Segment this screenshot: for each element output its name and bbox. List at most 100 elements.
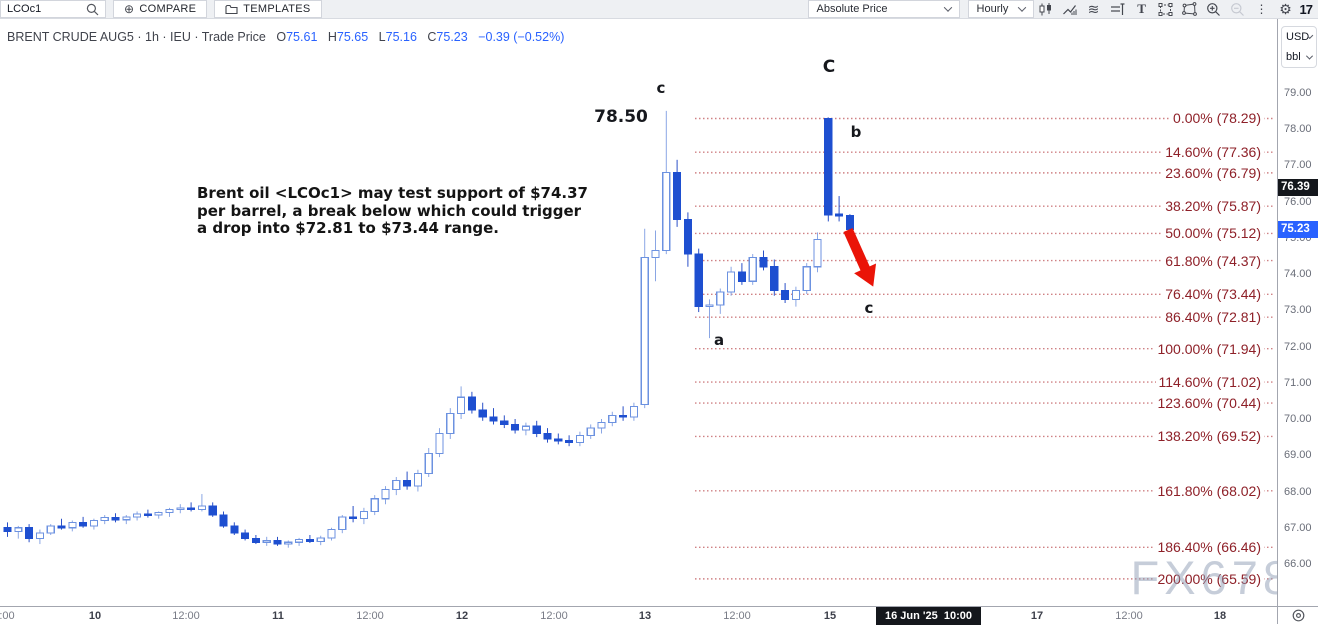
legend-open-value: 75.61 bbox=[286, 30, 318, 44]
price-tick-label: 78.00 bbox=[1284, 123, 1312, 135]
candle-body bbox=[781, 289, 790, 300]
candle-body bbox=[316, 537, 325, 543]
fib-level-label[interactable]: 186.40% (66.46) bbox=[1154, 539, 1264, 557]
fib-level-label[interactable]: 50.00% (75.12) bbox=[1162, 225, 1264, 243]
levels-tool-icon[interactable] bbox=[1106, 0, 1130, 18]
symbol-search-input[interactable] bbox=[7, 3, 77, 15]
fib-level-label[interactable]: 200.00% (65.59) bbox=[1154, 570, 1264, 588]
wave-label[interactable]: 78.50 bbox=[594, 107, 648, 127]
price-axis[interactable]: USD bbl 79.0078.0077.0076.0075.0074.0073… bbox=[1277, 19, 1318, 606]
price-tick-label: 67.00 bbox=[1284, 521, 1312, 534]
candle-body bbox=[597, 422, 606, 429]
tradingview-logo[interactable]: 17 bbox=[1299, 1, 1313, 17]
fib-level-label[interactable]: 38.20% (75.87) bbox=[1162, 198, 1264, 216]
analysis-note-text[interactable]: Brent oil <LCOc1> may test support of $7… bbox=[197, 184, 597, 238]
candle-body bbox=[683, 219, 692, 255]
more-options-icon[interactable]: ⋮ bbox=[1255, 2, 1268, 16]
fib-level-label[interactable]: 123.60% (70.44) bbox=[1154, 395, 1264, 413]
candle-body bbox=[273, 539, 282, 545]
candle-body bbox=[608, 414, 617, 424]
folder-icon bbox=[225, 4, 238, 14]
candle-body bbox=[521, 425, 530, 431]
candle-body bbox=[619, 414, 628, 418]
time-axis[interactable]: :00 10 12:00 11 12:00 12 12:00 13 12:00 15 17 12:00… bbox=[0, 606, 1277, 625]
legend-close-key: C bbox=[427, 30, 437, 44]
candle-body bbox=[759, 257, 768, 268]
session-clock-icon[interactable] bbox=[1291, 608, 1306, 623]
fib-level-label[interactable]: 100.00% (71.94) bbox=[1154, 340, 1264, 358]
fib-level-label[interactable]: 114.60% (71.02) bbox=[1155, 374, 1264, 392]
fib-level-label[interactable]: 138.20% (69.52) bbox=[1154, 428, 1264, 446]
interval-select[interactable]: Hourly bbox=[967, 0, 1034, 18]
time-tick-label: 13 bbox=[638, 610, 652, 622]
candle-body bbox=[349, 516, 358, 520]
settings-gear-icon[interactable]: ⚙ bbox=[1279, 0, 1292, 17]
unit-select[interactable]: bbl bbox=[1282, 47, 1316, 67]
axis-corner[interactable] bbox=[1277, 606, 1318, 624]
fib-level-label[interactable]: 161.80% (68.02) bbox=[1154, 482, 1264, 500]
polygon-tool-icon[interactable] bbox=[1178, 0, 1202, 18]
compare-button[interactable]: ⊕ COMPARE bbox=[113, 0, 208, 18]
price-tick-label: 66.00 bbox=[1284, 558, 1312, 570]
legend-open-key: O bbox=[276, 30, 287, 44]
candle-body bbox=[111, 517, 120, 521]
candlestick-chart-canvas[interactable]: c 78.50 Cb a c bbox=[0, 19, 1277, 606]
zoom-in-icon[interactable] bbox=[1202, 0, 1226, 18]
candle-body bbox=[403, 480, 412, 487]
currency-select[interactable]: USD bbox=[1282, 27, 1316, 47]
wave-label[interactable]: C bbox=[823, 57, 835, 77]
time-tick-label: 12:00 bbox=[1115, 610, 1143, 622]
fib-level-label[interactable]: 61.80% (74.37) bbox=[1162, 252, 1264, 270]
wave-label[interactable]: c bbox=[657, 79, 666, 97]
candle-body bbox=[770, 266, 779, 291]
candle-body bbox=[122, 516, 131, 521]
templates-button[interactable]: TEMPLATES bbox=[214, 0, 322, 18]
wave-label[interactable]: a bbox=[714, 331, 724, 349]
candle-body bbox=[295, 538, 304, 543]
legend-meta: · 1h · IEU · Trade Price bbox=[137, 30, 266, 44]
time-tick-label: 12:00 bbox=[172, 610, 200, 622]
candle-body bbox=[424, 452, 433, 474]
chevron-down-icon bbox=[1017, 3, 1026, 12]
fib-level-label[interactable]: 23.60% (76.79) bbox=[1162, 164, 1264, 182]
price-tick-label: 79.00 bbox=[1284, 86, 1312, 99]
fib-level-label[interactable]: 0.00% (78.29) bbox=[1170, 110, 1264, 128]
zoom-out-icon[interactable] bbox=[1226, 0, 1250, 18]
candle-body bbox=[165, 509, 174, 514]
scale-mode-select[interactable]: Absolute Price bbox=[807, 0, 960, 18]
candle-body bbox=[467, 396, 476, 411]
candle-body bbox=[748, 257, 757, 282]
wave-label[interactable]: b bbox=[851, 123, 862, 141]
price-tick-label: 70.00 bbox=[1284, 413, 1312, 425]
wave-label[interactable]: c bbox=[865, 299, 874, 317]
candle-body bbox=[79, 521, 88, 527]
candle-body bbox=[727, 271, 736, 293]
candle-body bbox=[705, 304, 714, 308]
fib-level-label[interactable]: 76.40% (73.44) bbox=[1162, 286, 1264, 304]
candle-body bbox=[338, 516, 347, 531]
compare-plus-icon: ⊕ bbox=[124, 2, 135, 16]
fib-level-label[interactable]: 14.60% (77.36) bbox=[1162, 144, 1264, 162]
text-tool-icon[interactable]: T bbox=[1137, 1, 1146, 16]
time-tick-label: 12 bbox=[455, 610, 469, 622]
down-arrow-drawing[interactable] bbox=[837, 225, 884, 291]
candle-body bbox=[802, 266, 811, 291]
candle-body bbox=[554, 438, 563, 442]
candle-body bbox=[25, 527, 34, 540]
candle-body bbox=[100, 517, 109, 522]
waves-elliott-icon[interactable]: ≋ bbox=[1087, 0, 1100, 17]
search-icon bbox=[86, 3, 99, 15]
candle-body bbox=[143, 513, 152, 517]
candle-body bbox=[230, 525, 239, 534]
candle-body bbox=[845, 215, 854, 230]
selection-rect-icon[interactable] bbox=[1154, 0, 1178, 18]
fib-level-label[interactable]: 86.40% (72.81) bbox=[1162, 309, 1264, 327]
candle-body bbox=[694, 253, 703, 308]
crosshair-time-badge: 16 Jun '25 10:00 bbox=[876, 607, 982, 625]
candlestick-style-icon[interactable] bbox=[1034, 0, 1058, 18]
trend-stats-icon[interactable] bbox=[1058, 0, 1082, 18]
symbol-search-field[interactable] bbox=[0, 0, 106, 18]
candle-body bbox=[651, 249, 660, 259]
candle-body bbox=[478, 409, 487, 418]
